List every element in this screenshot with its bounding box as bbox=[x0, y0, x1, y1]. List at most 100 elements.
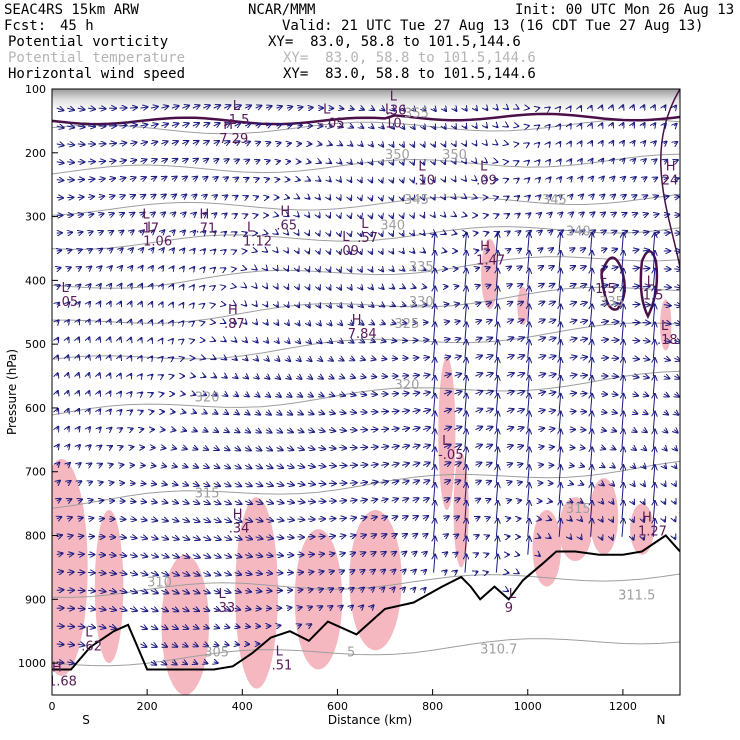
wind-vector-1612 bbox=[643, 214, 648, 216]
wind-vector-500 bbox=[224, 141, 229, 144]
extremum-value-28: 9 bbox=[505, 601, 513, 616]
wind-vector-1280 bbox=[507, 214, 509, 215]
wind-vector-1367 bbox=[538, 320, 545, 323]
wind-vector-945 bbox=[381, 108, 384, 110]
wind-vector-1603 bbox=[632, 501, 634, 504]
y-tick-label-5: 600 bbox=[25, 402, 46, 415]
wind-vector-1669 bbox=[663, 340, 671, 342]
wind-vector-1137 bbox=[444, 552, 447, 554]
wind-vector-1020 bbox=[402, 446, 409, 448]
wind-vector-689 bbox=[287, 233, 288, 234]
wind-vector-14 bbox=[57, 356, 58, 359]
wind-vector-799 bbox=[318, 606, 322, 608]
wind-vector-1548 bbox=[611, 412, 616, 413]
wind-vector-1441 bbox=[569, 284, 576, 287]
wind-vector-984 bbox=[392, 305, 395, 307]
wind-vector-600 bbox=[256, 269, 257, 270]
wind-vector-1208 bbox=[475, 373, 482, 376]
wind-vector-1256 bbox=[496, 251, 498, 269]
wind-vector-1108 bbox=[434, 501, 436, 519]
wind-vector-603 bbox=[256, 322, 258, 324]
wind-vector-991 bbox=[391, 428, 399, 429]
theta-label-15: 355 bbox=[404, 107, 429, 122]
wind-vector-1539 bbox=[611, 249, 617, 251]
wind-vector-284 bbox=[151, 284, 153, 287]
wind-vector-1319 bbox=[517, 409, 524, 411]
wind-vector-956 bbox=[381, 305, 384, 307]
wind-vector-1569 bbox=[622, 322, 624, 341]
wind-vector-63 bbox=[67, 662, 74, 663]
wind-vector-941 bbox=[371, 552, 376, 555]
wind-vector-173 bbox=[109, 428, 111, 430]
wind-vector-1292 bbox=[506, 427, 513, 430]
wind-vector-1187 bbox=[465, 465, 467, 484]
wind-vector-1683 bbox=[674, 160, 678, 162]
wind-vector-596 bbox=[256, 197, 258, 198]
wind-vector-169 bbox=[109, 355, 110, 358]
wind-vector-1295 bbox=[507, 482, 512, 484]
pv-shade-10 bbox=[558, 497, 592, 562]
wind-vector-949 bbox=[381, 180, 382, 183]
wind-vector-895 bbox=[360, 251, 361, 254]
wind-vector-76 bbox=[78, 320, 80, 323]
theta-label-3: 320 bbox=[195, 391, 220, 406]
extremum-value-16: 1.5 bbox=[595, 282, 616, 297]
wind-vector-1608 bbox=[643, 141, 645, 144]
wind-vector-40 bbox=[67, 250, 71, 251]
extremum-type-10: H bbox=[199, 208, 209, 223]
wind-vector-258 bbox=[140, 374, 141, 376]
wind-vector-243 bbox=[140, 107, 147, 108]
wind-vector-1206 bbox=[475, 338, 481, 340]
wind-vector-819 bbox=[328, 447, 336, 448]
wind-vector-861 bbox=[350, 162, 352, 164]
wind-vector-86 bbox=[78, 499, 82, 501]
wind-vector-1110 bbox=[434, 537, 436, 555]
wind-vector-342 bbox=[172, 177, 177, 180]
wind-vector-1229 bbox=[486, 267, 490, 269]
wind-vector-863 bbox=[350, 197, 351, 200]
wind-vector-2 bbox=[56, 144, 64, 146]
wind-vector-162 bbox=[109, 231, 113, 233]
wind-vector-924 bbox=[371, 251, 372, 254]
wind-vector-1072 bbox=[422, 375, 429, 376]
theta-label-8: 335 bbox=[599, 295, 624, 310]
wind-vector-1482 bbox=[591, 123, 592, 126]
wind-vector-1184 bbox=[465, 412, 467, 430]
wind-vector-302 bbox=[150, 608, 158, 611]
wind-vector-1252 bbox=[496, 197, 498, 198]
wind-vector-1540 bbox=[611, 267, 617, 269]
wind-vector-868 bbox=[350, 287, 352, 290]
wind-vector-1351 bbox=[528, 483, 530, 502]
wind-vector-359 bbox=[171, 483, 178, 485]
wind-vector-195 bbox=[120, 284, 122, 287]
wind-vector-24 bbox=[57, 535, 62, 537]
wind-vector-855 bbox=[339, 570, 344, 572]
wind-vector-511 bbox=[224, 340, 226, 341]
wind-vector-487 bbox=[213, 483, 220, 486]
wind-vector-1464 bbox=[580, 248, 585, 251]
wind-vector-410 bbox=[193, 249, 195, 251]
wind-vector-983 bbox=[392, 287, 395, 289]
wind-vector-1038 bbox=[413, 269, 415, 271]
wind-vector-756 bbox=[308, 376, 312, 379]
wind-vector-142 bbox=[99, 409, 101, 411]
wind-vector-1432 bbox=[570, 124, 571, 126]
wind-vector-1322 bbox=[517, 464, 522, 466]
wind-vector-1032 bbox=[413, 162, 414, 165]
wind-vector-1370 bbox=[538, 374, 545, 376]
x-tick-label-6: 1200 bbox=[609, 700, 637, 713]
wind-vector-348 bbox=[172, 284, 173, 286]
pv-shading-layer bbox=[52, 238, 672, 695]
wind-vector-274 bbox=[150, 107, 158, 109]
wind-vector-1564 bbox=[622, 233, 624, 252]
wind-vector-1056 bbox=[413, 588, 416, 591]
wind-vector-380 bbox=[182, 285, 183, 287]
extremum-value-27: .51 bbox=[272, 658, 293, 673]
wind-vector-638 bbox=[266, 394, 270, 397]
wind-vector-1261 bbox=[496, 340, 498, 359]
wind-vector-513 bbox=[224, 376, 227, 378]
wind-vector-574 bbox=[245, 358, 247, 360]
wind-vector-217 bbox=[129, 160, 136, 162]
wind-vector-1481 bbox=[591, 106, 592, 108]
wind-vector-435 bbox=[203, 123, 209, 126]
